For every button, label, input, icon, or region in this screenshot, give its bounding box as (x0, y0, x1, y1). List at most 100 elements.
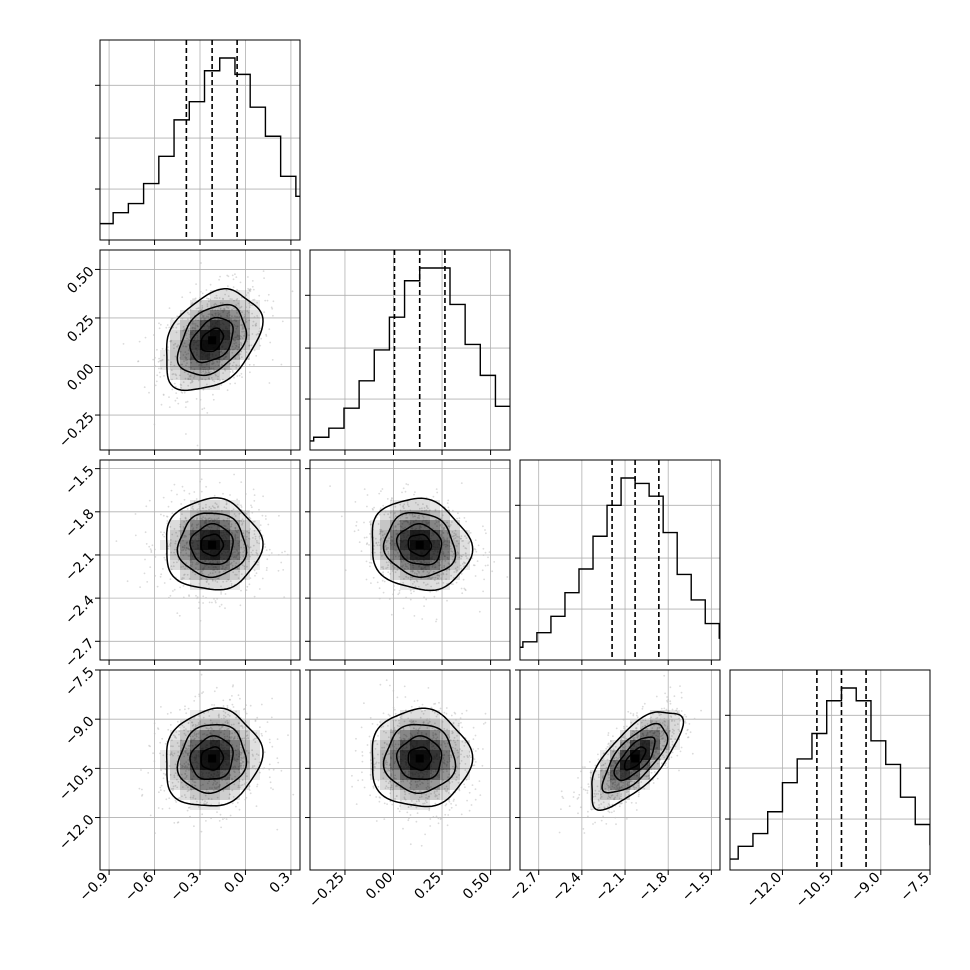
scatter-point (232, 571, 235, 574)
scatter-point (248, 560, 250, 563)
scatter-point (173, 382, 176, 385)
scatter-point (387, 713, 390, 716)
scatter-point (426, 506, 428, 508)
scatter-point (191, 507, 193, 509)
scatter-point (173, 822, 176, 824)
scatter-point (240, 335, 243, 338)
density-cell (240, 560, 250, 570)
scatter-point (240, 343, 243, 345)
scatter-point (230, 561, 233, 564)
scatter-point (208, 780, 211, 783)
scatter-point (380, 528, 383, 531)
scatter-point (220, 510, 223, 513)
density-cell (390, 570, 400, 580)
density-cell (220, 730, 230, 740)
scatter-point (429, 569, 432, 572)
scatter-point (400, 780, 403, 783)
scatter-point (395, 549, 398, 552)
density-cell (370, 540, 380, 550)
histogram-step (100, 57, 300, 225)
scatter-point (238, 512, 241, 515)
scatter-point (257, 563, 259, 566)
scatter-point (198, 582, 201, 585)
scatter-point (269, 341, 272, 344)
scatter-point (286, 553, 289, 556)
density-cell (240, 740, 250, 750)
density-cell (200, 790, 210, 800)
density-cell (200, 550, 210, 560)
scatter-point (227, 578, 230, 581)
density-cell (170, 770, 180, 780)
scatter-point (197, 723, 200, 726)
scatter-point (254, 719, 257, 722)
scatter-point (403, 578, 405, 580)
density-cell (170, 350, 180, 360)
scatter-point (193, 732, 196, 734)
contour-line (189, 316, 234, 364)
density-cell (220, 710, 230, 720)
scatter-point (393, 566, 396, 569)
scatter-point (204, 794, 207, 797)
scatter-point (184, 377, 187, 380)
scatter-point (196, 561, 198, 564)
scatter-point (255, 540, 258, 542)
scatter-point (220, 585, 222, 588)
scatter-point (435, 618, 438, 621)
scatter-point (183, 520, 186, 523)
scatter-point (173, 588, 176, 591)
scatter-point (418, 796, 421, 799)
scatter-point (253, 494, 256, 496)
scatter-point (198, 297, 201, 299)
scatter-point (460, 482, 463, 484)
scatter-point (409, 782, 411, 784)
scatter-point (413, 572, 416, 575)
scatter-point (407, 483, 409, 486)
scatter-point (251, 312, 254, 315)
density-cell (220, 580, 230, 590)
scatter-point (237, 722, 240, 725)
scatter-point (195, 526, 198, 529)
scatter-point (282, 569, 285, 571)
scatter-point (454, 529, 457, 532)
density-cell (420, 500, 430, 510)
density-cell (410, 570, 420, 580)
scatter-point (177, 781, 180, 783)
density-cell (170, 530, 180, 540)
scatter-point (192, 377, 195, 379)
scatter-point (252, 324, 254, 327)
density-cell (220, 750, 230, 760)
scatter-point (205, 289, 208, 291)
scatter-point (399, 509, 402, 512)
scatter-point (398, 810, 401, 813)
scatter-point (174, 385, 177, 388)
density-cell (370, 740, 380, 750)
scatter-point (393, 589, 396, 591)
density-cell (210, 520, 220, 530)
scatter-point (449, 524, 452, 526)
scatter-point (381, 530, 384, 533)
scatter-point (247, 510, 250, 513)
scatter-point (397, 781, 400, 784)
scatter-point (416, 783, 419, 786)
scatter-point (156, 585, 159, 588)
scatter-point (153, 732, 156, 735)
density-cell (190, 760, 200, 770)
scatter-point (240, 539, 243, 541)
scatter-point (229, 708, 232, 711)
scatter-point (245, 318, 247, 321)
scatter-point (246, 565, 248, 568)
scatter-point (402, 728, 405, 731)
scatter-point (209, 298, 212, 301)
scatter-point (419, 507, 421, 510)
scatter-point (387, 513, 389, 516)
scatter-point (162, 514, 165, 517)
scatter-point (236, 312, 238, 314)
scatter-point (443, 787, 446, 790)
scatter-point (410, 570, 412, 572)
density-cell (390, 720, 400, 730)
scatter-point (238, 520, 241, 522)
scatter-point (198, 507, 201, 510)
density-cell (370, 770, 380, 780)
scatter-point (161, 358, 164, 361)
scatter-point (383, 513, 386, 516)
